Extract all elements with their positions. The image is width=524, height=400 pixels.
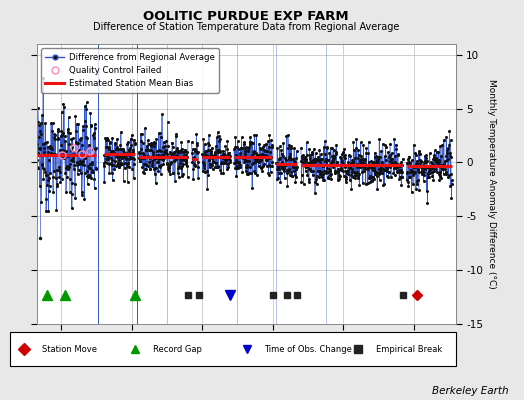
- Text: Record Gap: Record Gap: [153, 344, 202, 354]
- Text: Difference of Station Temperature Data from Regional Average: Difference of Station Temperature Data f…: [93, 22, 399, 32]
- Text: Station Move: Station Move: [42, 344, 96, 354]
- Text: Time of Obs. Change: Time of Obs. Change: [264, 344, 352, 354]
- Legend: Difference from Regional Average, Quality Control Failed, Estimated Station Mean: Difference from Regional Average, Qualit…: [41, 48, 219, 92]
- Y-axis label: Monthly Temperature Anomaly Difference (°C): Monthly Temperature Anomaly Difference (…: [487, 79, 496, 289]
- Text: Berkeley Earth: Berkeley Earth: [432, 386, 508, 396]
- Text: Empirical Break: Empirical Break: [376, 344, 442, 354]
- FancyBboxPatch shape: [10, 332, 456, 366]
- Text: OOLITIC PURDUE EXP FARM: OOLITIC PURDUE EXP FARM: [144, 10, 349, 23]
